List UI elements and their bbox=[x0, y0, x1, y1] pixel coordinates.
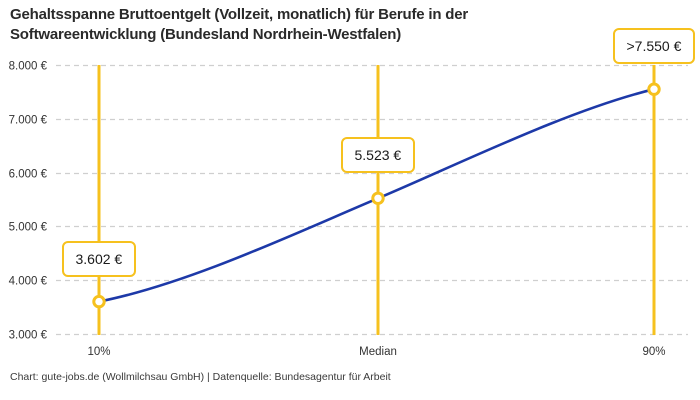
chart-source-credit: Chart: gute-jobs.de (Wollmilchsau GmbH) … bbox=[10, 371, 391, 383]
y-axis-tick-label: 7.000 € bbox=[9, 115, 48, 127]
chart-title-line1: Gehaltsspanne Bruttoentgelt (Vollzeit, m… bbox=[10, 6, 469, 23]
y-axis-tick-label: 4.000 € bbox=[9, 276, 48, 288]
x-axis-tick-label: 10% bbox=[87, 346, 110, 358]
data-point-marker bbox=[371, 191, 385, 206]
value-callout-median: 5.523 € bbox=[340, 137, 416, 174]
chart-title: Gehaltsspanne Bruttoentgelt (Vollzeit, m… bbox=[10, 5, 468, 44]
value-callout-90th-percentile: >7.550 € bbox=[612, 28, 696, 65]
x-axis-tick-label: 90% bbox=[642, 346, 665, 358]
x-axis-tick-label: Median bbox=[359, 346, 397, 358]
y-axis-tick-label: 6.000 € bbox=[9, 169, 48, 181]
y-axis-tick-label: 8.000 € bbox=[9, 61, 48, 73]
callout-value-label: 3.602 € bbox=[75, 250, 123, 267]
y-axis-tick-label: 3.000 € bbox=[9, 330, 48, 342]
data-point-marker bbox=[92, 294, 106, 309]
callout-value-label: >7.550 € bbox=[626, 38, 682, 55]
callout-value-label: 5.523 € bbox=[354, 147, 402, 164]
chart-title-line2: Softwareentwicklung (Bundesland Nordrhei… bbox=[10, 25, 402, 43]
value-callout-10th-percentile: 3.602 € bbox=[61, 240, 137, 277]
y-axis-tick-label: 5.000 € bbox=[9, 222, 48, 234]
data-point-marker bbox=[647, 82, 661, 96]
